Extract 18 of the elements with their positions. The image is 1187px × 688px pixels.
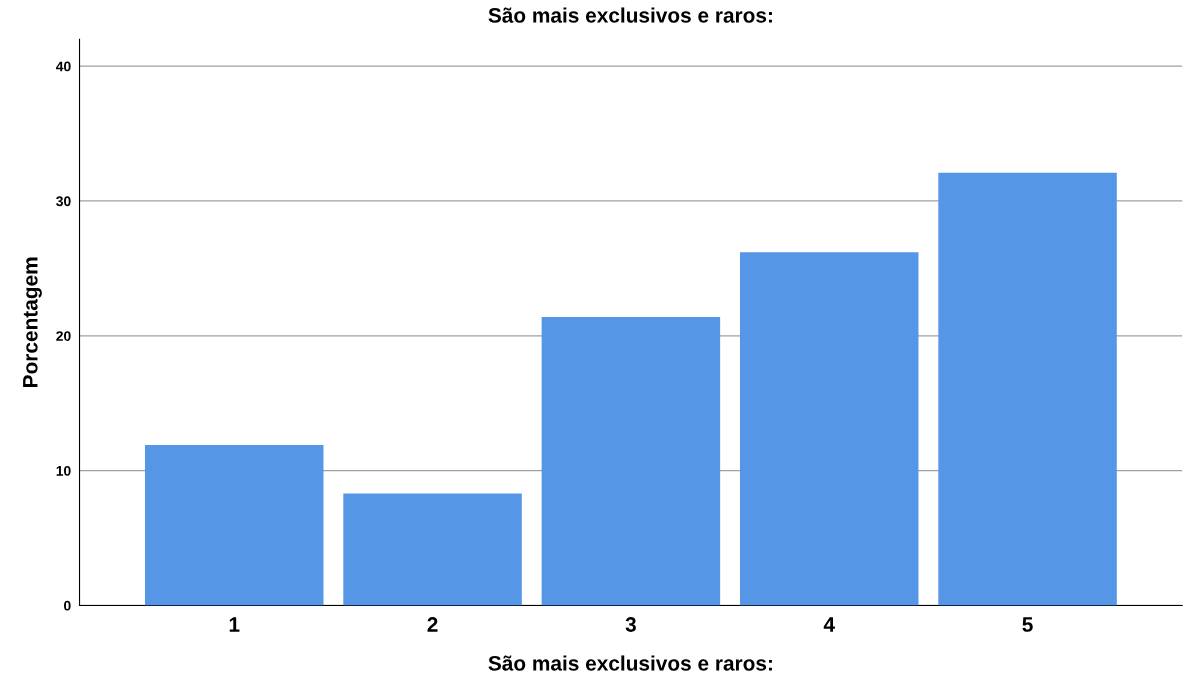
bar — [739, 252, 919, 606]
y-tick-label: 40 — [55, 61, 71, 72]
y-axis-title: Porcentagem — [23, 257, 42, 387]
y-tick-label: 0 — [64, 600, 71, 611]
y-tick-label: 10 — [56, 465, 71, 476]
y-tick-label: 30 — [56, 196, 71, 207]
chart-title: São mais exclusivos e raros: — [488, 7, 772, 23]
x-tick-label: 5 — [1022, 617, 1033, 632]
bar — [938, 172, 1117, 606]
y-tick-label: 20 — [56, 331, 71, 341]
bar — [343, 493, 522, 606]
x-tick-label: 2 — [427, 617, 438, 632]
x-axis-title: São mais exclusivos e raros: — [488, 655, 772, 671]
x-tick-label: 4 — [823, 617, 835, 632]
x-tick-label: 1 — [229, 617, 240, 632]
bar — [144, 445, 324, 606]
bar — [541, 316, 721, 606]
x-tick-label: 3 — [625, 617, 636, 632]
